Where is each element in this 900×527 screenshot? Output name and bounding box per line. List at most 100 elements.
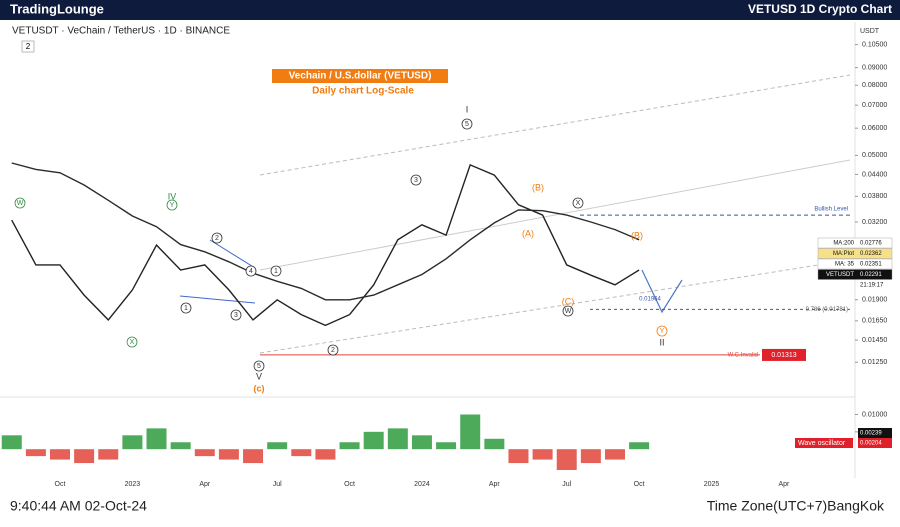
x-tick-label: Oct bbox=[634, 481, 645, 488]
wave-circle bbox=[180, 302, 192, 314]
price-badge-name: MA:200 bbox=[833, 241, 854, 247]
wave-label: W bbox=[565, 308, 572, 315]
wave-circle bbox=[253, 360, 265, 372]
oscillator-bar bbox=[50, 449, 70, 460]
price-badge bbox=[817, 248, 893, 259]
wave-label: X bbox=[130, 339, 135, 346]
wave-label: 2 bbox=[331, 347, 335, 354]
title-box bbox=[272, 69, 448, 83]
oscillator-bar bbox=[25, 449, 46, 457]
header-bar bbox=[0, 0, 900, 20]
oscillator-bar bbox=[267, 442, 288, 450]
currency: USDT bbox=[860, 28, 880, 35]
y-tick-label: 0.03200 bbox=[862, 219, 887, 226]
price-line bbox=[11, 162, 640, 301]
oscillator-bar bbox=[436, 442, 457, 450]
oscillator-bar bbox=[604, 449, 625, 460]
oscillator-bar bbox=[580, 449, 601, 464]
level-label: 0.786 (0.01781) bbox=[806, 307, 848, 313]
price-badge bbox=[817, 269, 893, 280]
wave-label: 1 bbox=[184, 305, 188, 312]
projection-arrow bbox=[641, 269, 683, 314]
wave-circle bbox=[562, 305, 574, 317]
channel-line bbox=[259, 159, 851, 271]
price-badge-value: 0.02351 bbox=[860, 262, 882, 268]
wave-circle bbox=[14, 197, 26, 209]
time-axis bbox=[0, 478, 855, 492]
level-badge bbox=[762, 348, 806, 361]
trend-line bbox=[179, 295, 256, 304]
y-tick-label: 0.01900 bbox=[862, 297, 887, 304]
chart-subtitle: Daily chart Log-Scale bbox=[312, 86, 414, 97]
x-tick-label: 2024 bbox=[414, 481, 430, 488]
price-badge-name: MA: 35 bbox=[835, 262, 855, 268]
oscillator-bar bbox=[194, 449, 215, 457]
wave-circle bbox=[461, 118, 473, 130]
y-tick-label: 0.08000 bbox=[862, 82, 887, 89]
oscillator-bar bbox=[363, 431, 384, 450]
wave-label: (A) bbox=[522, 228, 534, 238]
brand: TradingLounge bbox=[10, 1, 104, 16]
osc-badge-value: 0.00204 bbox=[860, 441, 882, 447]
wave-label: Y bbox=[170, 202, 175, 209]
wave-label: 5 bbox=[257, 363, 261, 370]
y-tick-label: 0.05000 bbox=[862, 152, 887, 159]
oscillator-bar bbox=[170, 442, 191, 450]
badge[interactable]: 2 bbox=[26, 42, 31, 51]
price-badge-name: VETUSDT bbox=[826, 272, 854, 278]
oscillator-bar bbox=[339, 442, 360, 450]
wave-label: (B) bbox=[631, 230, 643, 240]
chart-title: Vechain / U.S.dollar (VETUSD) bbox=[289, 71, 432, 82]
price-badge-name: MA:Plot bbox=[833, 251, 854, 257]
x-tick-label: Apr bbox=[778, 481, 790, 488]
wave-label: 3 bbox=[234, 312, 238, 319]
y-tick-label: 0.06000 bbox=[862, 125, 887, 132]
x-tick-label: Oct bbox=[344, 481, 355, 488]
oscillator-bar bbox=[556, 449, 577, 470]
y-tick-label: 0.01450 bbox=[862, 337, 887, 344]
badge-box[interactable] bbox=[21, 40, 35, 53]
y-tick-label: 0.01250 bbox=[862, 359, 887, 366]
wave-label: 1 bbox=[274, 268, 278, 275]
oscillator-bar bbox=[532, 449, 553, 460]
oscillator-bar bbox=[74, 449, 95, 464]
x-tick-label: Jul bbox=[273, 481, 282, 488]
oscillator-bar bbox=[387, 428, 408, 450]
wave-label: 4 bbox=[249, 268, 253, 275]
osc-badge bbox=[858, 428, 892, 438]
header-title: VETUSD 1D Crypto Chart bbox=[748, 2, 892, 16]
oscillator-bar bbox=[315, 449, 336, 460]
level-label: Bullish Level bbox=[814, 207, 848, 213]
price-badge-value: 0.02776 bbox=[860, 241, 882, 247]
oscillator-bar bbox=[218, 449, 239, 460]
x-tick-label: 2025 bbox=[704, 481, 720, 488]
wave-label: X bbox=[576, 200, 581, 207]
channel-line bbox=[259, 259, 851, 354]
wave-label: I bbox=[466, 104, 469, 114]
osc-title-box bbox=[795, 438, 853, 448]
oscillator-bar bbox=[98, 449, 119, 460]
wave-circle bbox=[410, 174, 422, 186]
level-value: 0.01313 bbox=[771, 352, 796, 359]
footer-timezone: Time Zone(UTC+7)BangKok bbox=[707, 498, 885, 514]
wave-circle bbox=[166, 199, 178, 211]
oscillator-bar bbox=[460, 414, 481, 450]
wave-circle bbox=[211, 232, 223, 244]
wave-label: 0.01964 bbox=[639, 297, 661, 303]
wave-label: V bbox=[256, 371, 262, 381]
wave-circle bbox=[245, 265, 257, 277]
wave-label: W bbox=[17, 200, 24, 207]
wave-label: (c) bbox=[254, 383, 265, 393]
y-tick-label: 0.04400 bbox=[862, 171, 887, 178]
wave-label: 2 bbox=[215, 235, 219, 242]
footer-time: 9:40:44 AM 02-Oct-24 bbox=[10, 498, 147, 514]
wave-circle bbox=[270, 265, 282, 277]
y-tick-label: 0.09000 bbox=[862, 64, 887, 71]
wave-label: IV bbox=[168, 191, 177, 201]
wave-circle bbox=[572, 197, 584, 209]
y-tick-label: 0.03800 bbox=[862, 193, 887, 200]
x-tick-label: Apr bbox=[199, 481, 211, 488]
oscillator-bar bbox=[291, 449, 312, 457]
